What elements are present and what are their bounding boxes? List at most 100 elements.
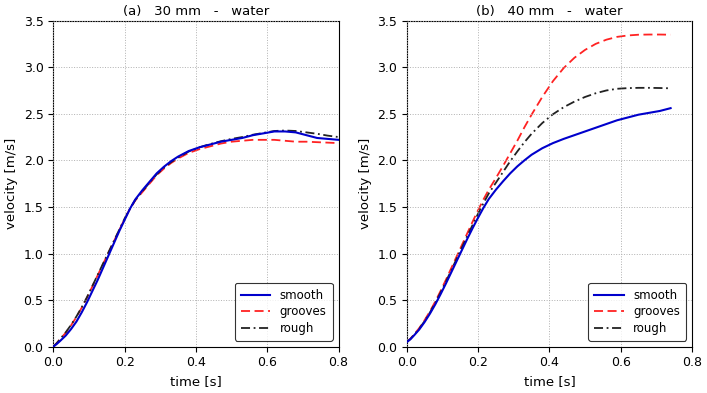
- grooves: [88, 284, 97, 288]
- grooves: [206, 144, 214, 149]
- rough: [167, 160, 175, 165]
- smooth: [62, 333, 70, 338]
- rough: [520, 140, 529, 145]
- rough: [49, 344, 57, 349]
- grooves: [195, 147, 204, 152]
- rough: [67, 323, 76, 327]
- rough: [302, 130, 310, 135]
- smooth: [613, 118, 621, 123]
- smooth: [452, 259, 461, 263]
- rough: [409, 333, 418, 338]
- grooves: [559, 66, 568, 70]
- Line: grooves: grooves: [407, 35, 671, 342]
- grooves: [549, 79, 557, 83]
- smooth: [409, 333, 418, 338]
- grooves: [527, 112, 536, 117]
- grooves: [426, 309, 434, 314]
- Legend: smooth, grooves, rough: smooth, grooves, rough: [235, 283, 332, 341]
- rough: [452, 256, 461, 261]
- X-axis label: time [s]: time [s]: [523, 375, 575, 388]
- grooves: [227, 140, 235, 144]
- grooves: [580, 48, 589, 52]
- smooth: [249, 133, 257, 138]
- Y-axis label: velocity [m/s]: velocity [m/s]: [5, 138, 18, 229]
- rough: [634, 86, 643, 90]
- grooves: [83, 295, 91, 300]
- rough: [52, 341, 61, 345]
- rough: [613, 86, 621, 91]
- smooth: [72, 319, 81, 324]
- smooth: [499, 179, 508, 184]
- rough: [72, 314, 81, 319]
- rough: [281, 128, 289, 133]
- rough: [431, 301, 440, 305]
- grooves: [52, 341, 61, 345]
- rough: [570, 99, 578, 104]
- smooth: [313, 136, 322, 140]
- grooves: [624, 33, 632, 38]
- smooth: [484, 196, 493, 201]
- rough: [602, 88, 611, 93]
- smooth: [520, 158, 529, 163]
- grooves: [491, 176, 500, 180]
- grooves: [406, 336, 414, 341]
- Title: (a)   30 mm   -   water: (a) 30 mm - water: [123, 5, 269, 18]
- rough: [62, 330, 70, 334]
- rough: [324, 133, 332, 138]
- smooth: [291, 130, 300, 135]
- grooves: [160, 166, 168, 171]
- grooves: [442, 277, 450, 282]
- rough: [447, 268, 455, 272]
- smooth: [334, 138, 343, 142]
- rough: [110, 239, 118, 243]
- smooth: [602, 122, 611, 127]
- grooves: [499, 163, 508, 168]
- rough: [421, 319, 429, 323]
- smooth: [447, 270, 455, 275]
- smooth: [634, 112, 643, 117]
- grooves: [479, 197, 488, 202]
- smooth: [216, 140, 225, 144]
- smooth: [421, 320, 429, 324]
- grooves: [570, 55, 578, 60]
- grooves: [146, 181, 154, 186]
- grooves: [216, 141, 225, 146]
- rough: [426, 310, 434, 315]
- smooth: [474, 215, 482, 220]
- rough: [93, 272, 102, 277]
- smooth: [174, 154, 182, 159]
- smooth: [491, 187, 500, 192]
- rough: [491, 180, 500, 185]
- grooves: [415, 326, 423, 331]
- grooves: [667, 32, 675, 37]
- smooth: [99, 265, 107, 270]
- smooth: [67, 327, 76, 331]
- grooves: [153, 173, 161, 178]
- smooth: [655, 108, 664, 113]
- rough: [506, 159, 515, 163]
- smooth: [270, 129, 279, 134]
- grooves: [131, 198, 139, 203]
- smooth: [83, 299, 91, 304]
- smooth: [426, 311, 434, 316]
- rough: [160, 165, 168, 170]
- rough: [479, 201, 488, 206]
- grooves: [592, 42, 600, 46]
- smooth: [126, 206, 134, 211]
- rough: [527, 131, 536, 136]
- grooves: [474, 208, 482, 213]
- Y-axis label: velocity [m/s]: velocity [m/s]: [358, 138, 371, 229]
- grooves: [126, 206, 134, 211]
- rough: [415, 326, 423, 331]
- smooth: [195, 145, 204, 150]
- rough: [463, 233, 472, 238]
- grooves: [334, 141, 343, 145]
- smooth: [120, 218, 129, 222]
- rough: [126, 206, 134, 211]
- smooth: [513, 164, 522, 169]
- smooth: [436, 292, 445, 296]
- grooves: [105, 250, 113, 255]
- grooves: [447, 266, 455, 270]
- smooth: [138, 188, 146, 193]
- rough: [88, 283, 97, 288]
